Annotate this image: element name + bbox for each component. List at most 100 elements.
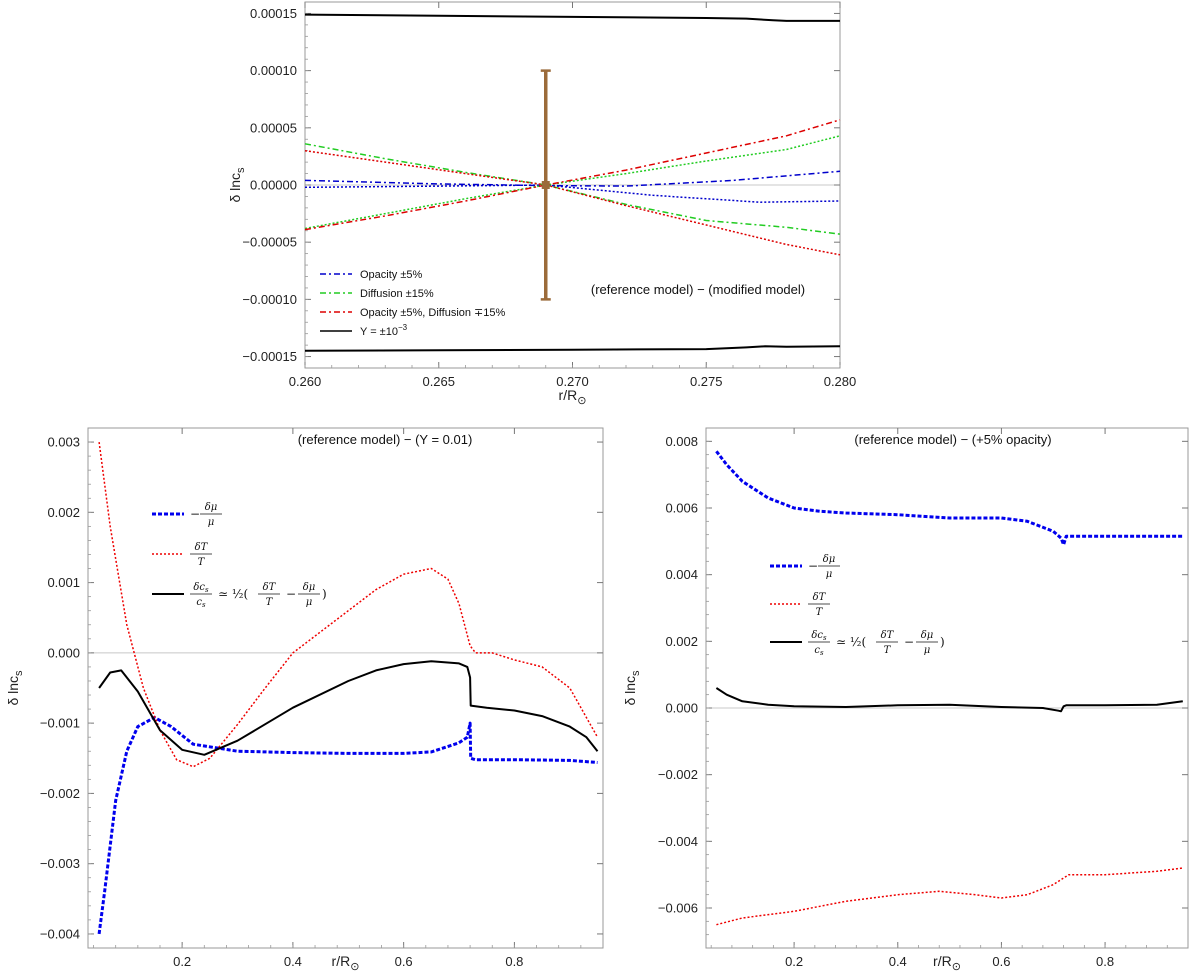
fraction-denominator: T xyxy=(198,557,206,568)
fraction-denominator: cs xyxy=(814,645,824,657)
y-tick-label: 0.00015 xyxy=(250,6,297,21)
y-tick-label: −0.00015 xyxy=(242,349,297,364)
y-axis-label-sub: s xyxy=(630,670,642,676)
x-tick-label: 0.4 xyxy=(889,954,907,969)
legend-approx: ≃ ½( xyxy=(836,635,866,649)
x-tick-label: 0.2 xyxy=(173,954,191,969)
x-tick-label: 0.8 xyxy=(505,954,523,969)
series-line-opacity- xyxy=(304,184,841,203)
legend-label: Opacity ±5% xyxy=(360,269,423,281)
legend-close-paren: ) xyxy=(940,635,945,649)
y-tick-label: 0.002 xyxy=(47,505,80,520)
x-axis-label-main: r/R xyxy=(933,953,952,969)
x-axis-label-main: r/R xyxy=(559,387,578,403)
series-line-y- xyxy=(304,13,840,22)
fraction-denominator-text: T xyxy=(816,607,824,618)
fraction-numerator-text: δμ xyxy=(823,554,836,565)
y-axis-label-sub: s xyxy=(13,670,25,676)
fraction-denominator: μ xyxy=(826,569,833,580)
series-line-y- xyxy=(304,345,841,352)
y-axis-label-main: δ lnc xyxy=(622,676,638,706)
series-line-dcs-cs xyxy=(715,687,1183,713)
fraction-denominator-text: T xyxy=(884,645,892,656)
fraction-numerator-text: δT xyxy=(195,542,209,553)
y-axis-label-main: δ lnc xyxy=(5,676,21,706)
y-tick-label: 0.000 xyxy=(47,645,80,660)
x-tick-label: 0.260 xyxy=(289,374,322,389)
fraction-denominator: cs xyxy=(196,597,206,609)
chart-annotation: (reference model) − (+5% opacity) xyxy=(854,432,1051,447)
x-axis-label: r/R⊙ xyxy=(933,953,961,972)
fraction-denominator-text: T xyxy=(266,597,274,608)
y-tick-label: 0.002 xyxy=(665,634,698,649)
series-line-opacity- xyxy=(304,170,841,187)
legend: Opacity ±5% Diffusion ±15% Opacity ±5%, Di… xyxy=(320,269,506,338)
fraction-denominator: T xyxy=(884,645,892,656)
series-line-mixed- xyxy=(304,149,841,256)
y-tick-label: −0.003 xyxy=(40,856,80,871)
fraction-numerator-text: δT xyxy=(881,630,895,641)
fraction-denominator-text: μ xyxy=(924,645,931,656)
fraction-numerator: δT xyxy=(881,630,895,641)
fraction-denominator-sub: s xyxy=(202,601,206,609)
error-bar-point xyxy=(541,181,550,189)
x-axis-label-main: r/R xyxy=(332,953,351,969)
fraction-numerator-text: δc xyxy=(193,582,205,593)
x-tick-label: 0.275 xyxy=(690,374,723,389)
series-line--dmu-mu xyxy=(97,716,598,935)
legend-label-text: Y = ±10 xyxy=(360,326,398,338)
fraction-numerator: δμ xyxy=(303,582,316,593)
series-line-dcs-cs xyxy=(98,660,599,756)
y-tick-label: 0.00010 xyxy=(250,63,297,78)
y-tick-label: 0.000 xyxy=(665,701,698,716)
chart-bottom-right: 0.2 0.4 0.6 0.8−0.006−0.004−0.0020.0000.002… xyxy=(622,427,1189,972)
y-tick-label: 0.00005 xyxy=(250,120,297,135)
chart-annotation: (reference model) − (modified model) xyxy=(591,282,805,297)
x-tick-label: 0.265 xyxy=(422,374,455,389)
legend-label: Opacity ±5%, Diffusion ∓15% xyxy=(360,307,506,319)
legend-minus-sign: − xyxy=(190,507,200,521)
y-axis-label-main: δ lnc xyxy=(227,173,243,203)
fraction-numerator-text: δT xyxy=(813,592,827,603)
fraction-denominator: μ xyxy=(208,517,215,528)
y-axis-label-sub: s xyxy=(235,167,247,173)
legend-label: Y = ±10−3 xyxy=(360,323,408,338)
legend-label-sup: −3 xyxy=(398,323,408,332)
series-line-diffusion- xyxy=(304,143,841,235)
x-tick-label: 0.8 xyxy=(1096,954,1114,969)
fraction-numerator-text: δμ xyxy=(303,582,316,593)
fraction-numerator-text: δc xyxy=(811,630,823,641)
fraction-denominator: T xyxy=(816,607,824,618)
fraction-denominator: T xyxy=(266,597,274,608)
x-axis-label: r/R⊙ xyxy=(559,387,587,407)
fraction-numerator: δcs xyxy=(811,630,827,642)
y-tick-label: −0.00010 xyxy=(242,292,297,307)
series-line-diffusion- xyxy=(304,135,841,230)
fraction-numerator-sub: s xyxy=(205,586,209,594)
fraction-denominator-text: μ xyxy=(826,569,833,580)
x-axis-label-sub: ⊙ xyxy=(577,395,586,407)
y-axis-label: δ lncs xyxy=(5,670,25,706)
x-tick-label: 0.6 xyxy=(992,954,1010,969)
fraction-numerator: δT xyxy=(263,582,277,593)
fraction-numerator: δT xyxy=(195,542,209,553)
chart-annotation: (reference model) − (Y = 0.01) xyxy=(298,432,473,447)
fraction-denominator-text: μ xyxy=(306,597,313,608)
legend-label-text: Opacity ±5%, Diffusion ∓15% xyxy=(360,307,506,319)
y-axis-label: δ lncs xyxy=(227,167,247,203)
fraction-denominator-text: μ xyxy=(208,517,215,528)
fraction-numerator-sub: s xyxy=(823,634,827,642)
fraction-numerator: δμ xyxy=(205,502,218,513)
fraction-denominator: μ xyxy=(306,597,313,608)
y-tick-label: −0.00005 xyxy=(242,235,297,250)
legend-label-text: Diffusion ±15% xyxy=(360,288,434,300)
fraction-numerator-text: δT xyxy=(263,582,277,593)
x-tick-label: 0.6 xyxy=(395,954,413,969)
legend-approx: ≃ ½( xyxy=(218,587,248,601)
x-tick-label: 0.2 xyxy=(785,954,803,969)
y-tick-label: 0.00000 xyxy=(250,178,297,193)
series-line-dt-t xyxy=(716,867,1183,926)
fraction-numerator: δμ xyxy=(921,630,934,641)
